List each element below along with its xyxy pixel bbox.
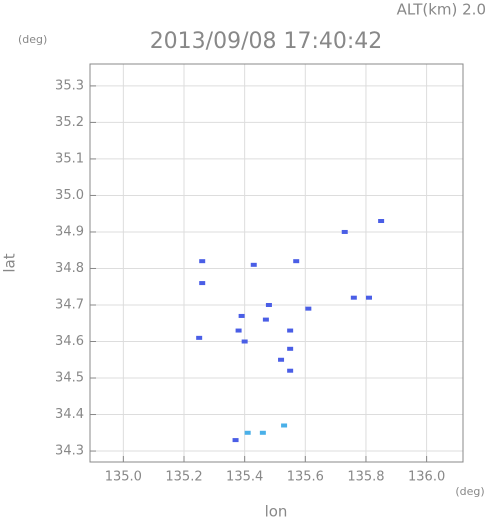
echo-cell xyxy=(278,357,285,362)
x-tick-label: 135.0 xyxy=(105,470,142,485)
y-tick-label: 34.5 xyxy=(55,371,84,386)
echo-cell xyxy=(262,317,269,322)
x-tick-label: 135.8 xyxy=(347,470,384,485)
echo-cell xyxy=(293,259,300,264)
x-unit: (deg) xyxy=(455,485,484,498)
y-tick-label: 34.4 xyxy=(55,407,84,422)
echo-cell xyxy=(259,430,266,435)
echo-cell xyxy=(341,229,348,234)
echo-cell xyxy=(232,438,239,443)
echo-cell xyxy=(196,335,203,340)
echo-cell xyxy=(305,306,312,311)
altitude-label: ALT(km) 2.0 xyxy=(397,1,486,19)
y-tick-label: 35.0 xyxy=(55,188,84,203)
y-axis-label: lat xyxy=(1,253,19,272)
chart-title: 2013/09/08 17:40:42 xyxy=(150,29,383,54)
y-unit: (deg) xyxy=(18,33,47,46)
x-tick-label: 136.0 xyxy=(408,470,445,485)
echo-cell xyxy=(365,295,372,300)
echo-cell xyxy=(281,423,288,428)
echo-cell xyxy=(235,328,242,333)
echo-cell xyxy=(350,295,357,300)
echo-cell xyxy=(287,368,294,373)
y-tick-label: 34.9 xyxy=(55,224,84,239)
x-tick-label: 135.4 xyxy=(226,470,263,485)
y-tick-label: 35.1 xyxy=(55,151,84,166)
echo-cell xyxy=(241,339,248,344)
x-tick-label: 135.6 xyxy=(287,470,324,485)
echo-cell xyxy=(265,302,272,307)
echo-cell xyxy=(287,346,294,351)
echo-cell xyxy=(250,262,257,267)
y-tick-label: 34.7 xyxy=(55,297,84,312)
x-tick-label: 135.2 xyxy=(165,470,202,485)
y-tick-label: 35.2 xyxy=(55,115,84,130)
echo-cell xyxy=(244,430,251,435)
y-tick-label: 34.3 xyxy=(55,444,84,459)
echo-cell xyxy=(199,281,206,286)
y-tick-label: 35.3 xyxy=(55,78,84,93)
echo-cell xyxy=(199,259,206,264)
y-tick-label: 34.8 xyxy=(55,261,84,276)
echo-cell xyxy=(287,328,294,333)
echo-cell xyxy=(238,313,245,318)
echo-cell xyxy=(378,219,385,224)
plot-frame xyxy=(89,63,464,463)
y-tick-label: 34.6 xyxy=(55,334,84,349)
x-axis-label: lon xyxy=(265,503,288,521)
